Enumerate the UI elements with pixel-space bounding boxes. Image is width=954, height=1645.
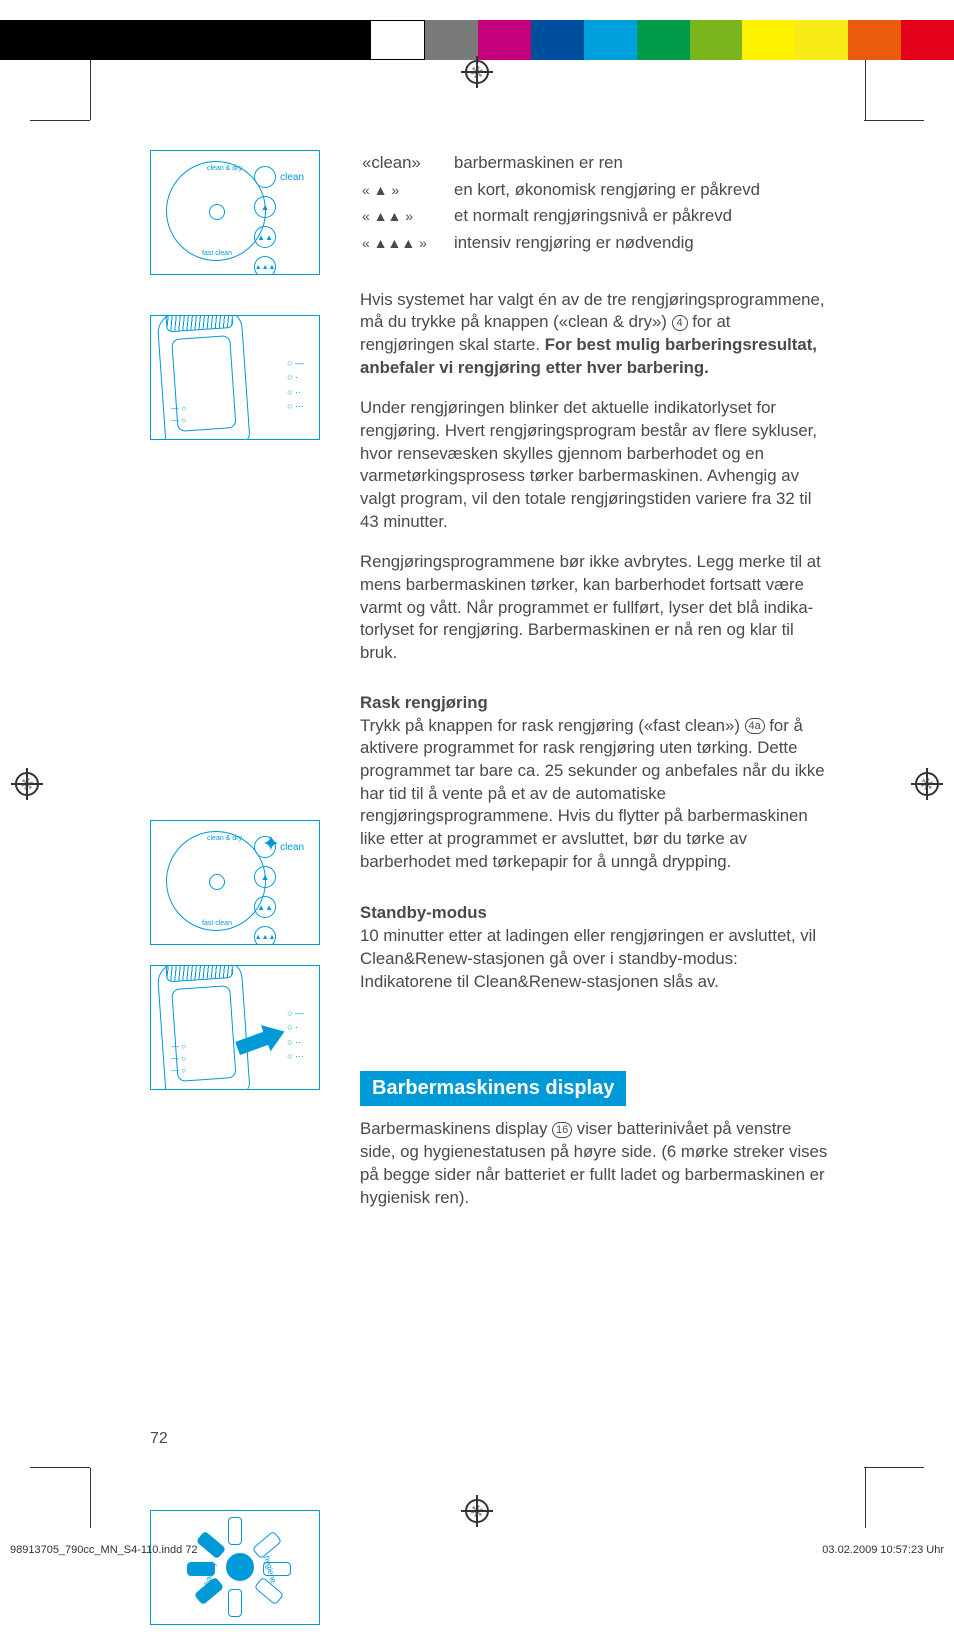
paragraph-display: Barbermaskinens display 16 viser batteri… [360, 1118, 829, 1209]
table-row: « ▲▲▲ »intensiv rengjøring er nødvendig [362, 232, 760, 257]
crop-mark [30, 1467, 90, 1468]
paragraph-cleaning-process: Under rengjøringen blinker det aktuelle … [360, 397, 829, 533]
registration-mark-icon [465, 60, 489, 84]
paragraph-fast-clean: Trykk på knappen for rask rengjøring («f… [360, 715, 829, 874]
crop-mark [864, 1467, 924, 1468]
indicator-table: «clean»barbermaskinen er ren « ▲ »en kor… [360, 150, 762, 259]
print-footer: 98913705_790cc_MN_S4-110.indd 72 03.02.2… [0, 1544, 954, 1556]
illustration-column: clean & dry fast clean clean ▲ ▲▲ ▲▲▲ ○ … [150, 150, 335, 1645]
print-color-bar [0, 20, 954, 60]
registration-mark-icon [15, 772, 39, 796]
table-row: «clean»barbermaskinen er ren [362, 152, 760, 177]
ref-num-icon: 4 [672, 315, 688, 331]
label-clean: clean [280, 842, 304, 853]
paragraph-no-interrupt: Rengjøringsprogrammene bør ikke avbrytes… [360, 551, 829, 664]
heading-fast-clean: Rask rengjøring [360, 693, 829, 713]
label-fast-clean: fast clean [202, 250, 232, 257]
crop-mark [864, 120, 924, 121]
footer-timestamp: 03.02.2009 10:57:23 Uhr [822, 1544, 944, 1556]
paragraph-start-cleaning: Hvis systemet har valgt én av de tre ren… [360, 289, 829, 380]
heading-standby: Standby-modus [360, 903, 829, 923]
illus-fast-clean: ○ —○ ·○ ··○ ··· — ○— ○— ○ [150, 965, 320, 1090]
crop-mark [865, 1468, 866, 1528]
text-column: «clean»barbermaskinen er ren « ▲ »en kor… [360, 150, 829, 1227]
illus-cleaning-complete: clean & dry fast clean ✦ clean ▲ ▲▲ ▲▲▲ [150, 820, 320, 945]
page-number: 72 [150, 1430, 168, 1448]
table-row: « ▲▲ »et normalt rengjøringsnivå er påkr… [362, 205, 760, 230]
crop-mark [90, 60, 91, 120]
ref-num-icon: 16 [552, 1122, 572, 1138]
crop-mark [90, 1468, 91, 1528]
registration-mark-icon [915, 772, 939, 796]
label-clean-dry: clean & dry [207, 165, 242, 172]
ref-num-icon: 4a [745, 718, 765, 734]
label-clean: clean [280, 172, 304, 183]
footer-filename: 98913705_790cc_MN_S4-110.indd 72 [10, 1544, 198, 1556]
label-clean-dry: clean & dry [207, 835, 242, 842]
label-fast-clean: fast clean [202, 920, 232, 927]
section-banner-display: Barbermaskinens display [360, 1071, 626, 1106]
table-row: « ▲ »en kort, økonomisk rengjøring er på… [362, 179, 760, 204]
illus-shaver-in-station: ○ —○ ·○ ··○ ··· — ○— ○ [150, 315, 320, 440]
page-content: clean & dry fast clean clean ▲ ▲▲ ▲▲▲ ○ … [100, 120, 859, 1468]
crop-mark [865, 60, 866, 120]
registration-mark-icon [465, 1499, 489, 1523]
crop-mark [30, 120, 90, 121]
illus-base-station-indicators: clean & dry fast clean clean ▲ ▲▲ ▲▲▲ [150, 150, 320, 275]
paragraph-standby: 10 minutter etter at ladingen eller reng… [360, 925, 829, 993]
